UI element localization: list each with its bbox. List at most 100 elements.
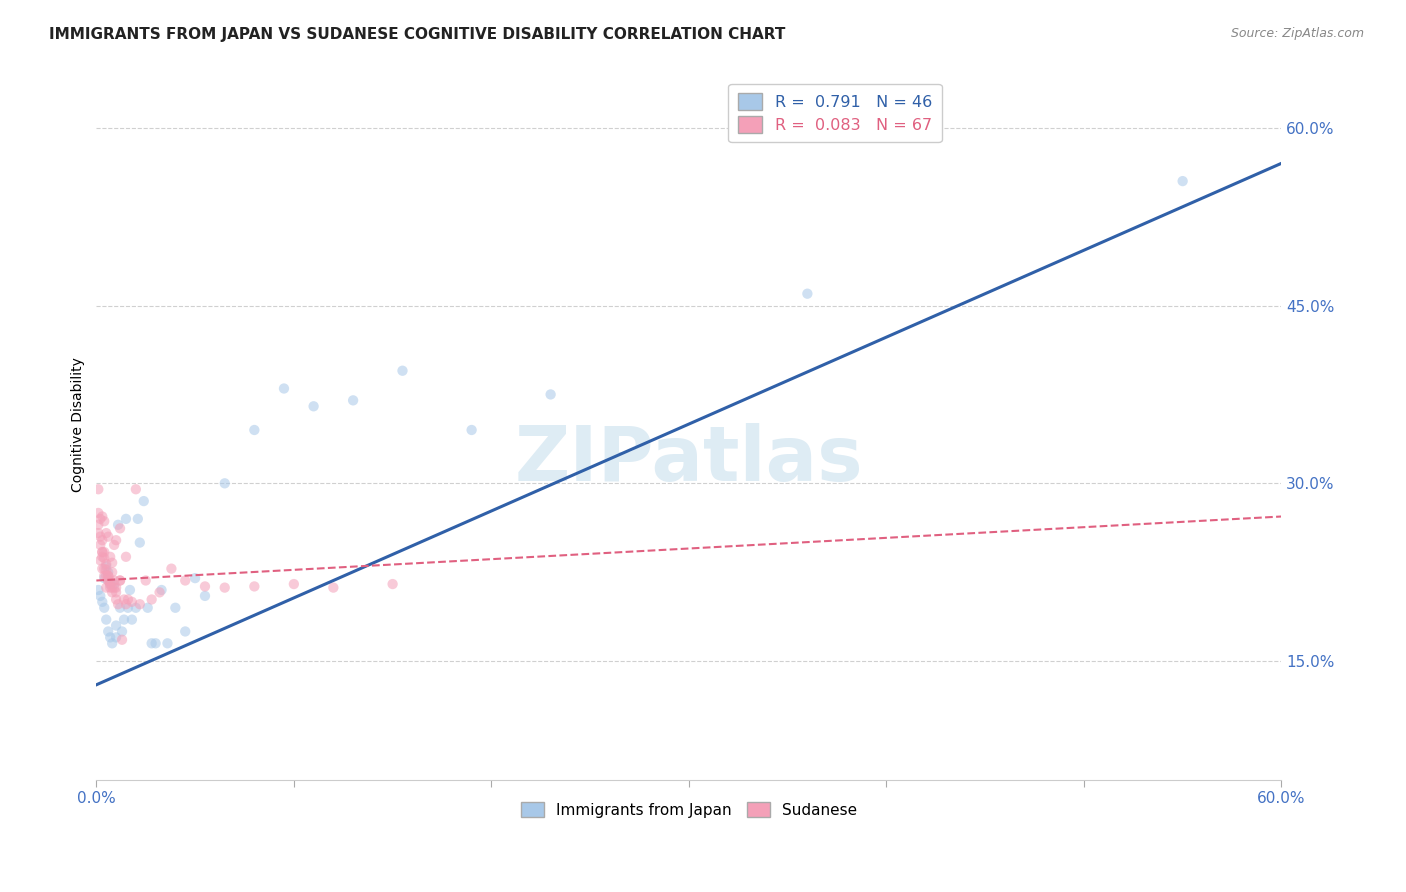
Point <box>96 559 118 574</box>
Point <box>141 592 163 607</box>
Point <box>125 600 148 615</box>
Point <box>87 506 110 520</box>
Point <box>91 562 114 576</box>
Point <box>460 423 482 437</box>
Point <box>87 526 110 541</box>
Point <box>108 574 131 588</box>
Point <box>98 577 121 591</box>
Point <box>381 577 404 591</box>
Point <box>135 574 157 588</box>
Point <box>93 545 115 559</box>
Point <box>214 476 236 491</box>
Point <box>111 632 134 647</box>
Point <box>214 581 236 595</box>
Point <box>101 565 124 579</box>
Point <box>273 382 295 396</box>
Point <box>98 581 121 595</box>
Point <box>117 592 139 607</box>
Point <box>103 574 125 588</box>
Text: Source: ZipAtlas.com: Source: ZipAtlas.com <box>1230 27 1364 40</box>
Point <box>89 538 111 552</box>
Point <box>98 574 121 588</box>
Point <box>91 545 114 559</box>
Point <box>118 582 141 597</box>
Point <box>89 530 111 544</box>
Point <box>128 597 150 611</box>
Point <box>97 530 120 544</box>
Point <box>243 423 266 437</box>
Point <box>136 600 159 615</box>
Point <box>117 600 139 615</box>
Point <box>96 568 118 582</box>
Point <box>93 568 115 582</box>
Point <box>103 581 125 595</box>
Point <box>121 595 143 609</box>
Point <box>97 574 120 588</box>
Point <box>796 286 818 301</box>
Point <box>391 364 413 378</box>
Point <box>105 533 128 548</box>
Point <box>93 514 115 528</box>
Point <box>105 631 128 645</box>
Point <box>105 618 128 632</box>
Point <box>128 535 150 549</box>
Point <box>89 512 111 526</box>
Point <box>127 512 149 526</box>
Point <box>93 571 115 585</box>
Point <box>243 579 266 593</box>
Point <box>98 549 121 564</box>
Point <box>302 399 325 413</box>
Point <box>105 592 128 607</box>
Point <box>105 581 128 595</box>
Point <box>322 581 344 595</box>
Point <box>96 557 118 571</box>
Point <box>105 585 128 599</box>
Point <box>165 600 187 615</box>
Point <box>107 597 129 611</box>
Point <box>101 556 124 570</box>
Point <box>93 562 115 576</box>
Point <box>132 494 155 508</box>
Point <box>194 589 217 603</box>
Point <box>1171 174 1194 188</box>
Point <box>96 526 118 541</box>
Point <box>112 592 135 607</box>
Point <box>194 579 217 593</box>
Point <box>115 549 138 564</box>
Point <box>89 553 111 567</box>
Point <box>98 631 121 645</box>
Point <box>121 613 143 627</box>
Point <box>93 600 115 615</box>
Text: ZIPatlas: ZIPatlas <box>515 423 863 497</box>
Point <box>108 521 131 535</box>
Point <box>87 517 110 532</box>
Point <box>91 509 114 524</box>
Point <box>91 533 114 548</box>
Point <box>96 563 118 577</box>
Point <box>89 589 111 603</box>
Point <box>101 636 124 650</box>
Point <box>342 393 364 408</box>
Point <box>540 387 562 401</box>
Point <box>108 600 131 615</box>
Point <box>108 574 131 588</box>
Point <box>160 562 183 576</box>
Point <box>97 568 120 582</box>
Point <box>87 482 110 496</box>
Point <box>115 512 138 526</box>
Point <box>111 624 134 639</box>
Point <box>97 624 120 639</box>
Point <box>91 545 114 559</box>
Point <box>148 585 170 599</box>
Legend: Immigrants from Japan, Sudanese: Immigrants from Japan, Sudanese <box>513 794 865 825</box>
Point <box>96 613 118 627</box>
Point <box>283 577 305 591</box>
Point <box>145 636 167 650</box>
Point <box>97 574 120 588</box>
Point <box>141 636 163 650</box>
Point <box>150 582 173 597</box>
Point <box>97 565 120 579</box>
Point <box>93 551 115 566</box>
Point <box>156 636 179 650</box>
Point <box>101 585 124 599</box>
